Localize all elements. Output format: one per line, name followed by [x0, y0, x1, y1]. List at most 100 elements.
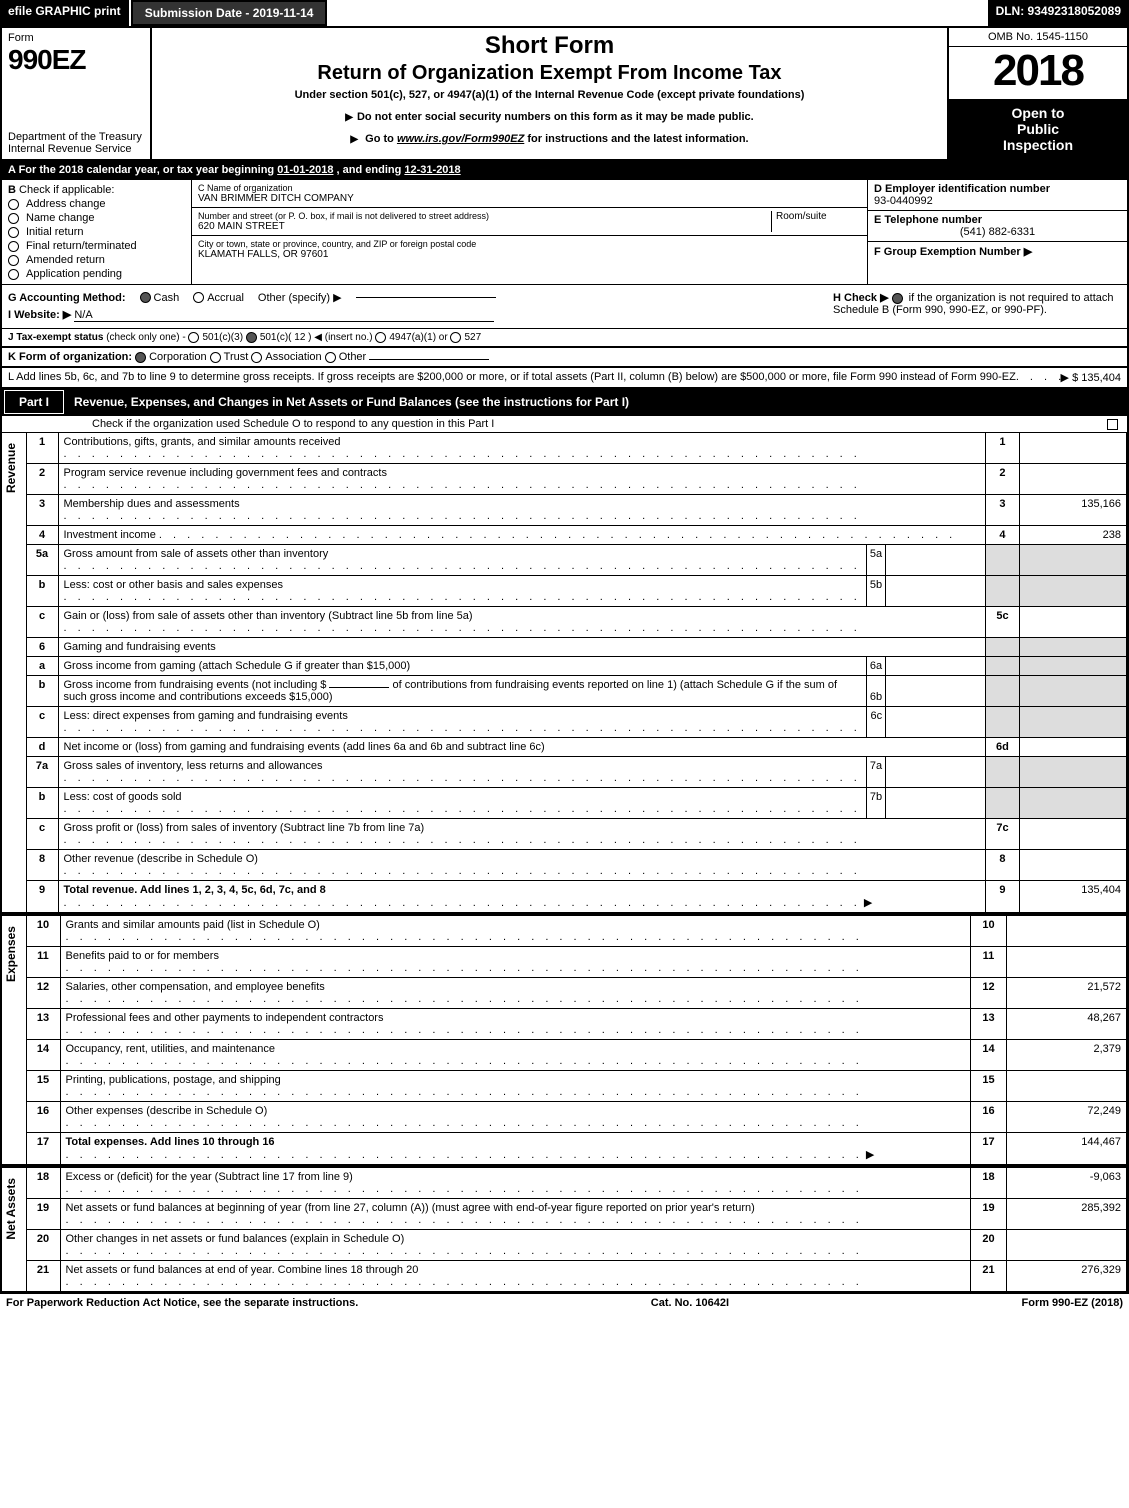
revenue-side-label: Revenue — [2, 432, 26, 913]
k-opt-0: Corporation — [149, 351, 206, 363]
k-trust-radio[interactable] — [210, 352, 221, 363]
line-5b: bLess: cost or other basis and sales exp… — [26, 576, 1127, 607]
h-check-radio[interactable] — [892, 293, 903, 304]
k-other-radio[interactable] — [325, 352, 336, 363]
k-corp-radio[interactable] — [135, 352, 146, 363]
footer-mid: Cat. No. 10642I — [651, 1297, 729, 1309]
section-def: D Employer identification number 93-0440… — [867, 180, 1127, 284]
j-opt-3: 527 — [464, 332, 481, 343]
line-2: 2Program service revenue including gover… — [26, 464, 1127, 495]
form-number: 990EZ — [8, 44, 144, 76]
k-opt-3: Other — [339, 351, 367, 363]
website-value: N/A — [74, 309, 494, 322]
netassets-section: Net Assets 18Excess or (deficit) for the… — [0, 1167, 1129, 1294]
phone-value: (541) 882-6331 — [874, 226, 1121, 238]
f-label: F Group Exemption Number ▶ — [874, 246, 1032, 258]
accrual-label: Accrual — [207, 292, 244, 304]
section-b: B Check if applicable: Address change Na… — [2, 180, 192, 284]
org-name: VAN BRIMMER DITCH COMPANY — [198, 193, 861, 204]
j-label: J Tax-exempt status — [8, 332, 103, 343]
line-4: 4Investment income 4238 — [26, 526, 1127, 545]
g-label: G Accounting Method: — [8, 292, 126, 304]
k-assoc-radio[interactable] — [251, 352, 262, 363]
name-change-radio[interactable] — [8, 213, 19, 224]
j-501c-radio[interactable] — [246, 332, 257, 343]
line-6d: dNet income or (loss) from gaming and fu… — [26, 738, 1127, 757]
netassets-side-label: Net Assets — [2, 1167, 26, 1292]
short-form-title: Short Form — [160, 32, 939, 60]
j-501c3-radio[interactable] — [188, 332, 199, 343]
k-opt-1: Trust — [224, 351, 249, 363]
cash-label: Cash — [154, 292, 180, 304]
final-return-label: Final return/terminated — [26, 240, 137, 252]
accrual-radio[interactable] — [193, 292, 204, 303]
dots — [1016, 371, 1061, 384]
section-k: K Form of organization: Corporation Trus… — [0, 347, 1129, 367]
spacer — [327, 0, 987, 26]
cash-radio[interactable] — [140, 292, 151, 303]
j-opt-1: 501(c)( 12 ) ◀ (insert no.) — [260, 332, 373, 343]
line-amount — [1019, 433, 1126, 464]
footer-left: For Paperwork Reduction Act Notice, see … — [6, 1297, 358, 1309]
line-6c: cLess: direct expenses from gaming and f… — [26, 707, 1127, 738]
netassets-table: 18Excess or (deficit) for the year (Subt… — [26, 1167, 1128, 1292]
dln-label: DLN: 93492318052089 — [988, 0, 1129, 26]
address-change-radio[interactable] — [8, 199, 19, 210]
tax-year: 2018 — [949, 47, 1127, 99]
amended-return-radio[interactable] — [8, 255, 19, 266]
h-label: H Check ▶ — [833, 292, 889, 304]
part1-sub-text: Check if the organization used Schedule … — [92, 418, 494, 430]
submission-date-button[interactable]: Submission Date - 2019-11-14 — [131, 0, 328, 26]
j-4947-radio[interactable] — [375, 332, 386, 343]
j-opt-0: 501(c)(3) — [202, 332, 243, 343]
b-check-label: Check if applicable: — [19, 184, 114, 196]
subtitle: Under section 501(c), 527, or 4947(a)(1)… — [160, 89, 939, 101]
netassets-label: Net Assets — [2, 1168, 20, 1250]
b-letter: B — [8, 184, 16, 196]
section-c: C Name of organization VAN BRIMMER DITCH… — [192, 180, 867, 284]
period-end: 12-31-2018 — [404, 164, 460, 176]
d-label: D Employer identification number — [874, 183, 1050, 195]
k-other-input[interactable] — [369, 359, 489, 360]
section-gh: G Accounting Method: Cash Accrual Other … — [0, 285, 1129, 329]
j-opt-2: 4947(a)(1) or — [389, 332, 447, 343]
other-specify-label: Other (specify) ▶ — [258, 291, 342, 304]
schedule-o-checkbox[interactable] — [1107, 419, 1118, 430]
room-suite-label: Room/suite — [776, 211, 861, 222]
dept-treasury: Department of the Treasury — [8, 131, 144, 143]
line-text: Contributions, gifts, grants, and simila… — [58, 433, 986, 464]
line-19: 19Net assets or fund balances at beginni… — [26, 1199, 1127, 1230]
initial-return-radio[interactable] — [8, 227, 19, 238]
ssn-warning: Do not enter social security numbers on … — [160, 111, 939, 123]
line-3: 3Membership dues and assessments 3135,16… — [26, 495, 1127, 526]
c-label: C Name of organization — [198, 183, 861, 193]
header-left: Form 990EZ Department of the Treasury In… — [2, 28, 152, 159]
revenue-table: 1Contributions, gifts, grants, and simil… — [26, 432, 1128, 913]
final-return-radio[interactable] — [8, 241, 19, 252]
return-title: Return of Organization Exempt From Incom… — [160, 62, 939, 85]
efile-print-button[interactable]: efile GRAPHIC print — [0, 0, 131, 26]
dept-irs: Internal Revenue Service — [8, 143, 144, 155]
footer: For Paperwork Reduction Act Notice, see … — [0, 1294, 1129, 1312]
period-mid: , and ending — [337, 164, 405, 176]
header-middle: Short Form Return of Organization Exempt… — [152, 28, 947, 159]
i-website-label: I Website: ▶ — [8, 309, 71, 321]
line-5a: 5aGross amount from sale of assets other… — [26, 545, 1127, 576]
k-label: K Form of organization: — [8, 351, 132, 363]
line-6b: bGross income from fundraising events (n… — [26, 676, 1127, 707]
omb-number: OMB No. 1545-1150 — [949, 28, 1127, 47]
line-12: 12Salaries, other compensation, and empl… — [26, 978, 1127, 1009]
j-527-radio[interactable] — [450, 332, 461, 343]
k-opt-2: Association — [265, 351, 321, 363]
application-pending-radio[interactable] — [8, 269, 19, 280]
period-label: A For the 2018 calendar year, or tax yea… — [8, 164, 277, 176]
line-7a: 7aGross sales of inventory, less returns… — [26, 757, 1127, 788]
expenses-table: 10Grants and similar amounts paid (list … — [26, 915, 1128, 1165]
inspect-line2: Public — [953, 121, 1123, 137]
line-1: 1Contributions, gifts, grants, and simil… — [26, 433, 1127, 464]
line-7c: cGross profit or (loss) from sales of in… — [26, 819, 1127, 850]
expenses-section: Expenses 10Grants and similar amounts pa… — [0, 915, 1129, 1167]
irs-link[interactable]: www.irs.gov/Form990EZ — [397, 133, 524, 145]
initial-return-label: Initial return — [26, 226, 83, 238]
other-specify-input[interactable] — [356, 297, 496, 298]
